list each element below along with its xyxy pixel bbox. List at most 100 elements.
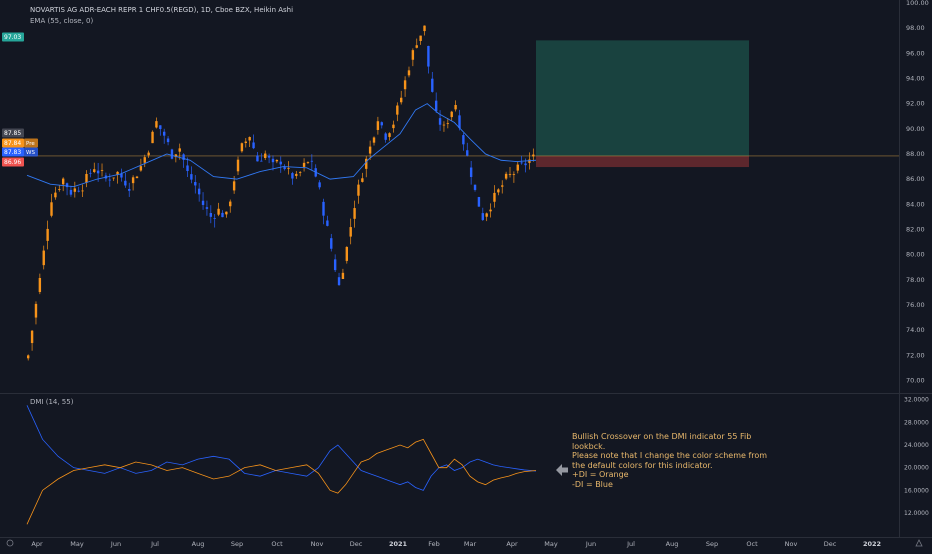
candle-body <box>120 173 123 178</box>
candle-body <box>341 272 345 280</box>
price-tick-label: 82.00 <box>906 225 925 233</box>
left-arrow-icon <box>556 464 568 476</box>
time-tick-label: Feb <box>428 540 440 548</box>
candle-body <box>357 184 360 196</box>
candle-body <box>170 149 174 159</box>
candle-body <box>310 160 314 162</box>
time-tick-label: Sep <box>706 540 718 548</box>
candle-body <box>93 169 96 173</box>
candle-body <box>489 209 492 212</box>
candle-body <box>431 78 434 92</box>
time-tick-label: Aug <box>192 540 205 548</box>
dmi-legend[interactable]: DMI (14, 55) <box>30 398 74 406</box>
time-tick-label: Aug <box>666 540 679 548</box>
time-tick-label: May <box>70 540 84 548</box>
note-line-1: Bullish Crossover on the DMI indicator 5… <box>572 432 752 451</box>
candle-body <box>155 121 158 128</box>
auto-scale-icon <box>915 539 923 547</box>
price-tag <box>2 157 24 167</box>
candle-body <box>427 45 430 67</box>
candle-body <box>485 213 488 217</box>
time-tick-label: Oct <box>271 540 283 548</box>
candle-body <box>450 111 453 118</box>
candle-body <box>131 177 135 184</box>
candle-body <box>236 159 240 172</box>
candle-body <box>477 197 481 207</box>
candle-body <box>30 330 34 344</box>
price-tag-badge <box>24 138 38 148</box>
price-tag <box>2 138 24 148</box>
candle-body <box>166 138 170 143</box>
price-tag-label: 86.96 <box>4 159 21 166</box>
price-tick-label: 92.00 <box>906 100 925 108</box>
candle-body <box>458 115 461 129</box>
candle-body <box>419 35 422 41</box>
candle-body <box>248 137 251 141</box>
candle-body <box>349 227 352 237</box>
time-tick-label: Sep <box>231 540 243 548</box>
dmi-tick-label: 32.0000 <box>904 397 929 404</box>
candle-body <box>232 181 236 191</box>
candle-body <box>473 184 477 190</box>
candle-body <box>512 174 516 175</box>
candle-body <box>139 166 143 171</box>
candle-body <box>345 246 349 261</box>
candle-body <box>318 182 321 188</box>
candle-body <box>508 174 512 175</box>
candle-body <box>147 152 150 156</box>
time-tick-label: Jul <box>626 540 635 548</box>
candle-body <box>143 157 146 163</box>
candle-body <box>85 173 88 183</box>
candle-body <box>365 158 368 169</box>
candle-body <box>240 143 244 152</box>
price-tag <box>2 128 24 138</box>
candle-body <box>497 189 500 193</box>
note-line-2: Please note that I change the color sche… <box>572 451 768 470</box>
candle-body <box>34 303 38 318</box>
candle-body <box>411 50 415 60</box>
candle-body <box>116 171 119 175</box>
candle-body <box>283 167 286 170</box>
candle-body <box>415 45 418 48</box>
price-tag-label: 97.03 <box>4 34 21 41</box>
candle-body <box>295 173 298 176</box>
candle-body <box>337 277 341 286</box>
plus-di-line <box>26 438 537 525</box>
candle-body <box>209 212 213 217</box>
ema-line <box>26 103 537 188</box>
time-tick-label: Dec <box>350 540 363 548</box>
dmi-tick-label: 24.0000 <box>904 442 929 449</box>
candle-body <box>108 179 111 181</box>
ema-legend[interactable]: EMA (55, close, 0) <box>30 17 94 25</box>
candle-body <box>174 154 178 158</box>
candle-body <box>462 135 465 145</box>
candle-body <box>182 154 185 160</box>
candle-body <box>333 259 337 271</box>
candle-body <box>392 124 395 129</box>
candle-body <box>81 190 84 192</box>
price-tick-label: 90.00 <box>906 125 925 133</box>
candle-body <box>384 133 387 140</box>
candle-body <box>186 165 189 172</box>
candle-body <box>330 238 333 249</box>
candle-body <box>466 150 469 156</box>
time-tick-label: 2021 <box>389 540 408 548</box>
candle-body <box>65 183 69 188</box>
price-tick-label: 86.00 <box>906 175 925 183</box>
dmi-tick-label: 12.0000 <box>904 510 929 517</box>
candle-body <box>400 97 403 103</box>
candle-body <box>481 213 485 220</box>
candle-body <box>89 172 92 174</box>
candle-body <box>225 211 228 215</box>
time-tick-label: Mar <box>464 540 477 548</box>
price-tag <box>2 32 24 42</box>
candle-body <box>50 202 53 216</box>
candle-body <box>287 168 290 169</box>
price-tick-label: 94.00 <box>906 74 925 82</box>
candle-body <box>151 131 154 144</box>
candle-body <box>368 146 372 154</box>
candle-body <box>213 218 216 219</box>
candle-body <box>423 25 426 32</box>
